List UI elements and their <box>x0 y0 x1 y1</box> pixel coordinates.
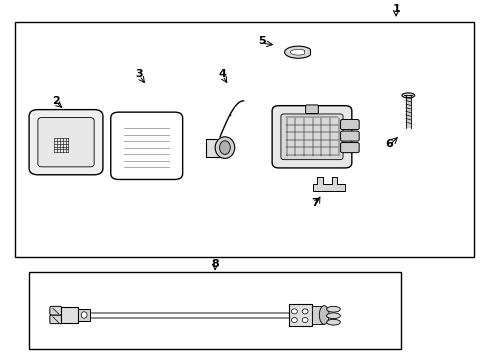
Text: 7: 7 <box>311 198 319 208</box>
FancyBboxPatch shape <box>50 315 61 324</box>
Bar <box>311 306 324 324</box>
Bar <box>61 307 78 323</box>
Bar <box>288 304 311 326</box>
Ellipse shape <box>81 312 87 318</box>
FancyBboxPatch shape <box>110 112 183 180</box>
Bar <box>29 272 400 349</box>
Ellipse shape <box>326 306 340 312</box>
Ellipse shape <box>291 318 297 323</box>
Ellipse shape <box>326 313 340 319</box>
FancyBboxPatch shape <box>38 117 94 167</box>
Polygon shape <box>312 177 344 191</box>
FancyBboxPatch shape <box>340 131 358 141</box>
FancyBboxPatch shape <box>340 143 358 153</box>
Text: 6: 6 <box>384 139 392 149</box>
Text: 2: 2 <box>52 96 60 106</box>
Ellipse shape <box>401 93 414 98</box>
FancyBboxPatch shape <box>280 114 343 160</box>
Ellipse shape <box>326 319 340 325</box>
FancyBboxPatch shape <box>50 306 61 315</box>
Ellipse shape <box>302 318 307 323</box>
Ellipse shape <box>291 309 297 314</box>
FancyBboxPatch shape <box>340 120 358 130</box>
Text: 1: 1 <box>391 4 399 14</box>
Bar <box>206 139 224 157</box>
Bar <box>15 22 473 257</box>
Polygon shape <box>284 46 310 58</box>
Ellipse shape <box>215 137 234 158</box>
Text: 5: 5 <box>257 36 265 46</box>
Polygon shape <box>290 49 304 55</box>
Text: 3: 3 <box>135 69 143 79</box>
Ellipse shape <box>302 309 307 314</box>
FancyBboxPatch shape <box>271 106 351 168</box>
Ellipse shape <box>319 306 328 324</box>
Bar <box>78 309 90 321</box>
Ellipse shape <box>219 141 230 154</box>
Text: 4: 4 <box>218 69 226 79</box>
FancyBboxPatch shape <box>29 109 103 175</box>
Text: 8: 8 <box>211 258 219 269</box>
Bar <box>405 95 410 128</box>
FancyBboxPatch shape <box>305 105 318 114</box>
